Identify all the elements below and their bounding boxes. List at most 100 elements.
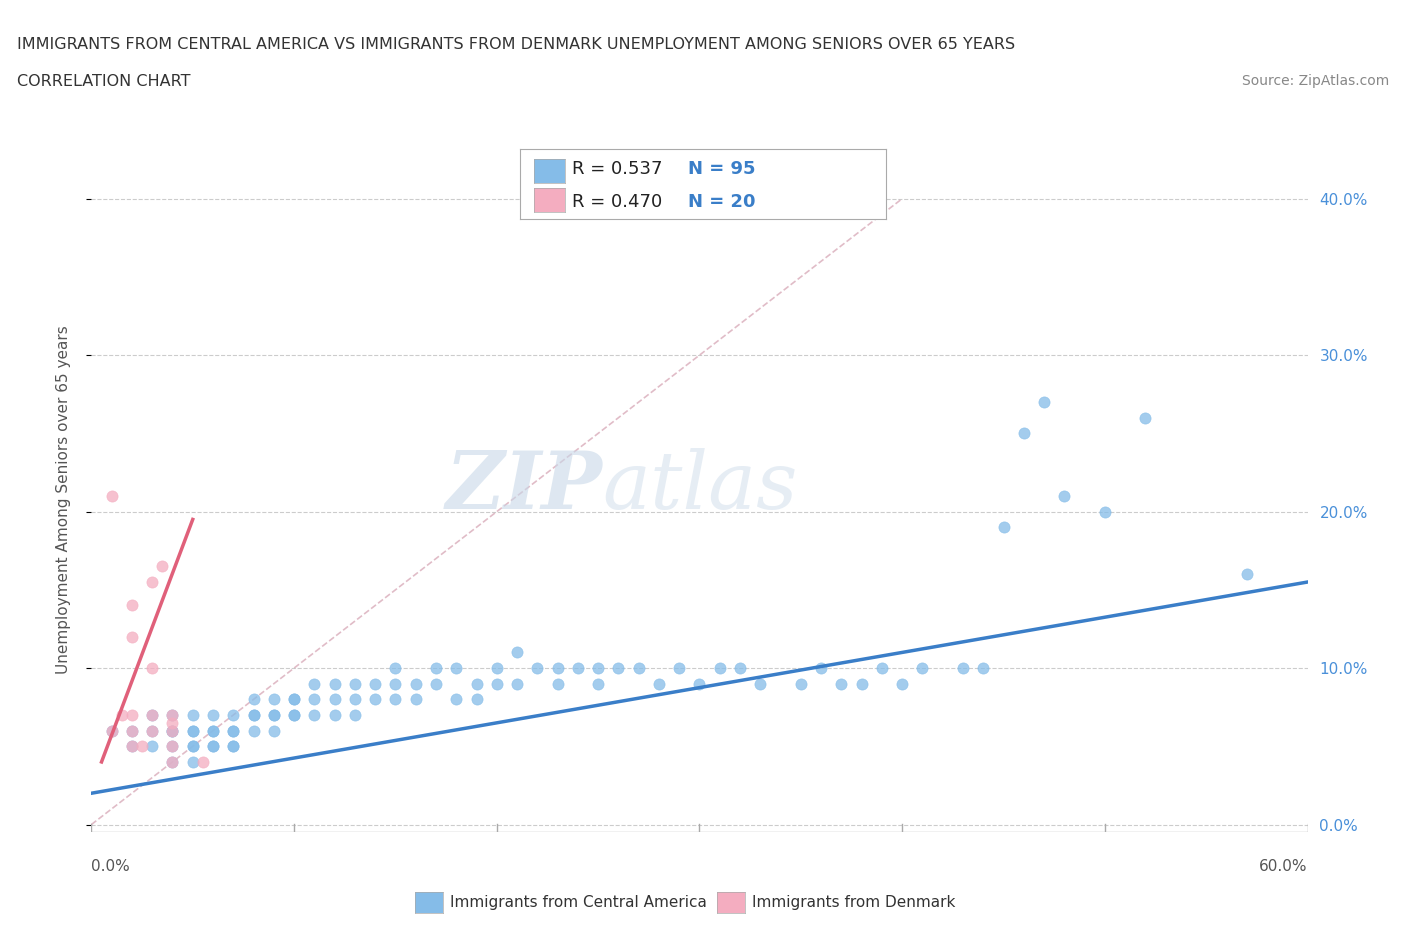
Point <box>181 724 204 738</box>
Point <box>202 724 225 738</box>
Point <box>202 738 225 753</box>
Point <box>891 676 914 691</box>
Point <box>141 724 163 738</box>
Text: 60.0%: 60.0% <box>1260 859 1308 874</box>
Point <box>181 754 204 769</box>
Point <box>810 660 832 675</box>
Point <box>131 738 153 753</box>
Point <box>100 724 122 738</box>
Point <box>242 708 264 723</box>
Point <box>830 676 852 691</box>
Point <box>1094 504 1116 519</box>
Point <box>384 692 406 707</box>
Point <box>586 660 609 675</box>
Text: atlas: atlas <box>602 448 797 525</box>
Point <box>709 660 731 675</box>
Point <box>425 676 447 691</box>
Point <box>100 488 122 503</box>
Point <box>283 692 305 707</box>
Text: IMMIGRANTS FROM CENTRAL AMERICA VS IMMIGRANTS FROM DENMARK UNEMPLOYMENT AMONG SE: IMMIGRANTS FROM CENTRAL AMERICA VS IMMIG… <box>17 37 1015 52</box>
Text: Immigrants from Denmark: Immigrants from Denmark <box>752 895 956 910</box>
Point <box>222 738 245 753</box>
Point <box>465 692 488 707</box>
Point <box>1236 566 1258 581</box>
Point <box>364 676 387 691</box>
Point <box>384 676 406 691</box>
Point <box>202 724 225 738</box>
Point <box>343 676 366 691</box>
Point <box>749 676 772 691</box>
Text: Immigrants from Central America: Immigrants from Central America <box>450 895 707 910</box>
Point <box>222 724 245 738</box>
Point <box>162 754 184 769</box>
Point <box>1033 394 1056 409</box>
Text: ZIP: ZIP <box>446 448 602 525</box>
Point <box>384 660 406 675</box>
Point <box>304 692 326 707</box>
Text: N = 95: N = 95 <box>688 160 755 179</box>
Point <box>263 692 285 707</box>
Point <box>162 738 184 753</box>
Point <box>121 724 143 738</box>
Point <box>547 676 569 691</box>
Point <box>688 676 710 691</box>
Point <box>1053 488 1076 503</box>
Point <box>141 575 163 590</box>
Point <box>405 692 427 707</box>
Point <box>323 676 346 691</box>
Point <box>242 692 264 707</box>
Point <box>141 724 163 738</box>
Text: N = 20: N = 20 <box>688 193 755 211</box>
Point <box>162 724 184 738</box>
Point <box>283 692 305 707</box>
Text: CORRELATION CHART: CORRELATION CHART <box>17 74 190 89</box>
Point <box>162 708 184 723</box>
Point <box>141 708 163 723</box>
Point <box>181 738 204 753</box>
Point <box>364 692 387 707</box>
Point <box>526 660 548 675</box>
Point <box>425 660 447 675</box>
Point <box>263 708 285 723</box>
Point <box>323 692 346 707</box>
Point <box>242 724 264 738</box>
Point <box>283 708 305 723</box>
Text: R = 0.537: R = 0.537 <box>572 160 662 179</box>
Point <box>790 676 813 691</box>
Point <box>181 738 204 753</box>
Point <box>465 676 488 691</box>
Point <box>222 724 245 738</box>
Point <box>304 708 326 723</box>
Point <box>485 676 508 691</box>
Point <box>242 708 264 723</box>
Point <box>141 660 163 675</box>
Point <box>162 724 184 738</box>
Point <box>191 754 214 769</box>
Point <box>728 660 751 675</box>
Point <box>627 660 650 675</box>
Point <box>343 708 366 723</box>
Point <box>993 520 1015 535</box>
Point <box>444 692 467 707</box>
Point <box>121 630 143 644</box>
Point <box>567 660 589 675</box>
Point <box>952 660 974 675</box>
Text: Source: ZipAtlas.com: Source: ZipAtlas.com <box>1241 74 1389 88</box>
Point <box>972 660 994 675</box>
Point <box>202 738 225 753</box>
Point <box>181 708 204 723</box>
Point <box>222 708 245 723</box>
Point <box>202 708 225 723</box>
Point <box>162 715 184 730</box>
Point <box>506 645 529 660</box>
Point <box>485 660 508 675</box>
Y-axis label: Unemployment Among Seniors over 65 years: Unemployment Among Seniors over 65 years <box>56 326 70 674</box>
Point <box>283 708 305 723</box>
Point <box>121 724 143 738</box>
Point <box>1012 426 1035 441</box>
Point <box>586 676 609 691</box>
Point <box>323 708 346 723</box>
Point <box>150 559 173 574</box>
Point <box>1135 410 1157 425</box>
Point <box>181 724 204 738</box>
